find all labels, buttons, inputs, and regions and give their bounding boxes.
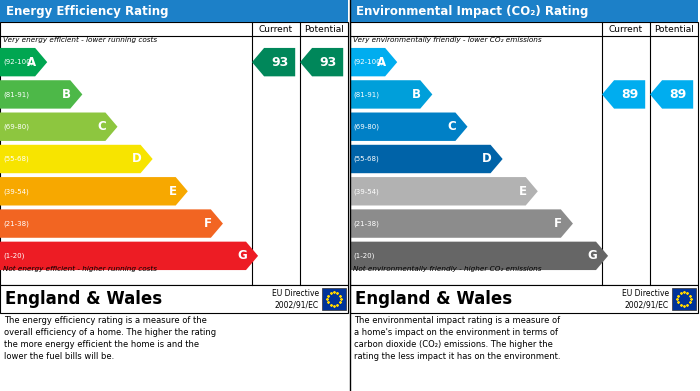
Text: F: F (204, 217, 212, 230)
Polygon shape (350, 113, 468, 141)
Polygon shape (0, 80, 83, 109)
Text: Potential: Potential (304, 25, 344, 34)
Text: C: C (98, 120, 106, 133)
Text: D: D (132, 152, 141, 165)
Text: (55-68): (55-68) (3, 156, 29, 162)
Text: Environmental Impact (CO₂) Rating: Environmental Impact (CO₂) Rating (356, 5, 589, 18)
Polygon shape (0, 145, 153, 173)
Bar (0, 285, 348, 313)
Text: EU Directive
2002/91/EC: EU Directive 2002/91/EC (622, 289, 669, 309)
Text: A: A (377, 56, 386, 69)
Text: (21-38): (21-38) (353, 220, 379, 227)
Bar (0, 0, 348, 22)
Polygon shape (252, 48, 295, 76)
Bar (672, 288, 696, 310)
Text: (21-38): (21-38) (3, 220, 29, 227)
Polygon shape (0, 242, 258, 270)
Text: A: A (27, 56, 36, 69)
Polygon shape (0, 177, 188, 206)
Text: B: B (412, 88, 421, 101)
Text: (69-80): (69-80) (353, 124, 379, 130)
Polygon shape (0, 209, 223, 238)
Polygon shape (350, 48, 397, 76)
Text: Energy Efficiency Rating: Energy Efficiency Rating (6, 5, 169, 18)
Text: G: G (587, 249, 597, 262)
Text: (1-20): (1-20) (3, 253, 25, 259)
Text: Not environmentally friendly - higher CO₂ emissions: Not environmentally friendly - higher CO… (353, 266, 542, 272)
Polygon shape (350, 177, 538, 206)
Text: G: G (237, 249, 247, 262)
Bar (350, 0, 698, 22)
Text: D: D (482, 152, 491, 165)
Text: E: E (519, 185, 526, 198)
Text: F: F (554, 217, 562, 230)
Bar (322, 288, 346, 310)
Text: (39-54): (39-54) (3, 188, 29, 195)
Text: Very environmentally friendly - lower CO₂ emissions: Very environmentally friendly - lower CO… (353, 37, 542, 43)
Text: Potential: Potential (654, 25, 694, 34)
Polygon shape (0, 48, 47, 76)
Text: E: E (169, 185, 176, 198)
Polygon shape (350, 209, 573, 238)
Polygon shape (300, 48, 343, 76)
Text: 93: 93 (319, 56, 336, 69)
Bar (350, 285, 698, 313)
Polygon shape (602, 80, 645, 109)
Text: Current: Current (259, 25, 293, 34)
Polygon shape (350, 145, 503, 173)
Text: The energy efficiency rating is a measure of the
overall efficiency of a home. T: The energy efficiency rating is a measur… (4, 316, 216, 361)
Text: 89: 89 (669, 88, 686, 101)
Bar (350, 22, 698, 285)
Text: (55-68): (55-68) (353, 156, 379, 162)
Text: (39-54): (39-54) (353, 188, 379, 195)
Text: (81-91): (81-91) (353, 91, 379, 98)
Text: Current: Current (609, 25, 643, 34)
Polygon shape (350, 80, 433, 109)
Text: (1-20): (1-20) (353, 253, 375, 259)
Text: C: C (448, 120, 456, 133)
Polygon shape (350, 242, 608, 270)
Text: England & Wales: England & Wales (5, 290, 162, 308)
Text: (92-100): (92-100) (353, 59, 384, 65)
Polygon shape (0, 113, 118, 141)
Bar (0, 22, 348, 285)
Text: Not energy efficient - higher running costs: Not energy efficient - higher running co… (3, 266, 157, 272)
Text: 93: 93 (271, 56, 288, 69)
Text: 89: 89 (621, 88, 638, 101)
Polygon shape (650, 80, 693, 109)
Text: (69-80): (69-80) (3, 124, 29, 130)
Text: The environmental impact rating is a measure of
a home's impact on the environme: The environmental impact rating is a mea… (354, 316, 561, 361)
Text: B: B (62, 88, 71, 101)
Text: England & Wales: England & Wales (355, 290, 512, 308)
Text: (81-91): (81-91) (3, 91, 29, 98)
Text: EU Directive
2002/91/EC: EU Directive 2002/91/EC (272, 289, 319, 309)
Text: (92-100): (92-100) (3, 59, 34, 65)
Text: Very energy efficient - lower running costs: Very energy efficient - lower running co… (3, 37, 157, 43)
